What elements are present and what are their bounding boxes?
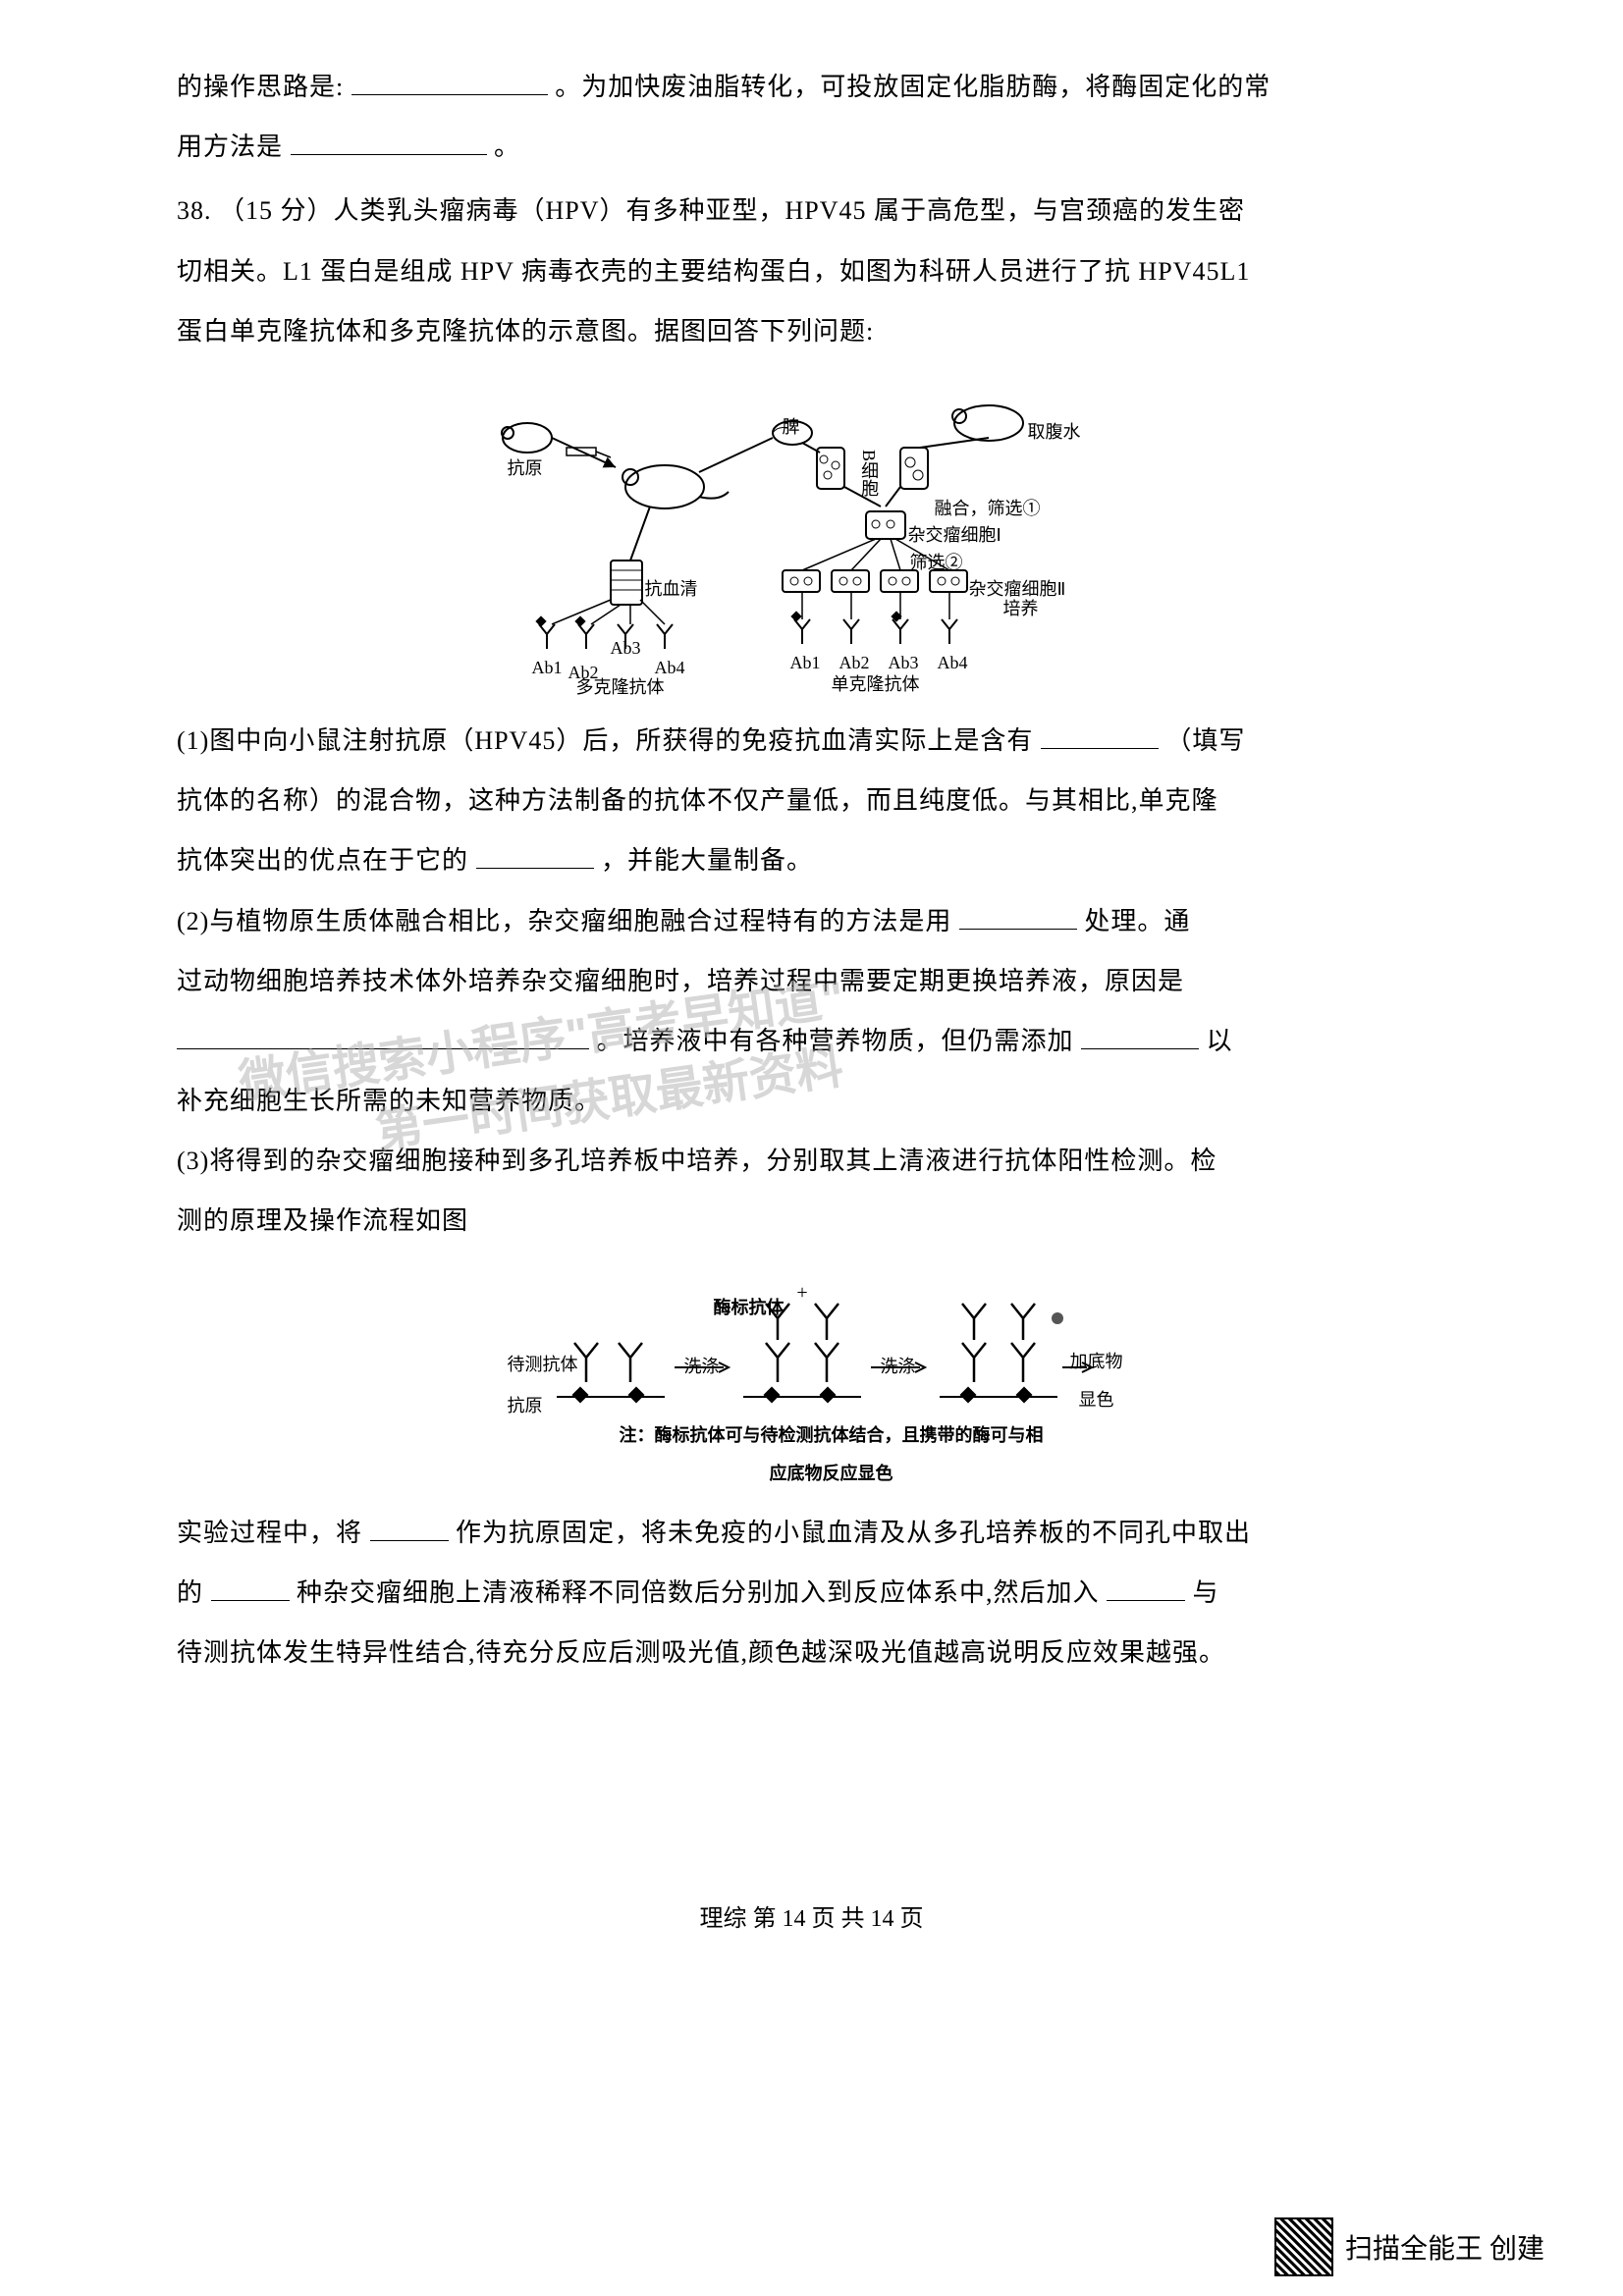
- p2-l3c: 以: [1207, 1027, 1233, 1055]
- label-ab3-left: Ab3: [611, 629, 641, 668]
- part3-line2: 测的原理及操作流程如图: [177, 1193, 1446, 1249]
- label-monoclonal: 单克隆抗体: [832, 666, 920, 705]
- label-antigen: 抗原: [508, 450, 543, 489]
- p1-blank1: [1041, 723, 1159, 749]
- part3-line1: (3)将得到的杂交瘤细胞接种到多孔培养板中培养，分别取其上清液进行抗体阳性检测。…: [177, 1133, 1446, 1189]
- part2-line2: 过动物细胞培养技术体外培养杂交瘤细胞时，培养过程中需要定期更换培养液，原因是: [177, 953, 1446, 1009]
- part2-line3: 。培养液中有各种营养物质，但仍需添加 以: [177, 1013, 1446, 1069]
- intro-text2b: 。: [494, 133, 520, 161]
- q38-line1: 38. （15 分）人类乳头瘤病毒（HPV）有多种亚型，HPV45 属于高危型，…: [177, 183, 1446, 239]
- intro-text1b: 。为加快废油脂转化，可投放固定化脂肪酶，将酶固定化的常: [555, 73, 1271, 101]
- p1-blank2: [476, 843, 594, 869]
- diagram2: + 酶标抗体 待: [498, 1269, 1126, 1475]
- p1-l3a: 抗体突出的优点在于它的: [177, 846, 468, 875]
- p3c-blank2: [211, 1575, 290, 1601]
- part2-line1: (2)与植物原生质体融合相比，杂交瘤细胞融合过程特有的方法是用 处理。通: [177, 893, 1446, 949]
- p1-l1b: （填写: [1165, 726, 1245, 755]
- intro-line2: 用方法是 。: [177, 119, 1446, 175]
- label-note: 注：酶标抗体可与待检测抗体结合，且携带的酶可与相应底物反应显色: [616, 1416, 1048, 1494]
- qr-icon: [1274, 2217, 1333, 2276]
- p2-l1b: 处理。通: [1084, 907, 1190, 935]
- p1-l1a: (1)图中向小鼠注射抗原（HPV45）后，所获得的免疫抗血清实际上是含有: [177, 726, 1033, 755]
- part1-line2: 抗体的名称）的混合物，这种方法制备的抗体不仅产量低，而且纯度低。与其相比,单克隆: [177, 773, 1446, 828]
- part3c-line3: 待测抗体发生特异性结合,待充分反应后测吸光值,颜色越深吸光值越高说明反应效果越强…: [177, 1625, 1446, 1681]
- p2-blank3: [1081, 1024, 1199, 1049]
- p3c-l2b: 种杂交瘤细胞上清液稀释不同倍数后分别加入到反应体系中,然后加入: [297, 1578, 1100, 1607]
- label-wash1: 洗涤: [684, 1348, 720, 1387]
- label-antiserum: 抗血清: [645, 570, 698, 610]
- scan-badge: 扫描全能王 创建: [1274, 2217, 1544, 2276]
- p3c-blank1: [370, 1516, 449, 1541]
- p2-blank1: [959, 904, 1077, 930]
- part2-line4: 补充细胞生长所需的未知营养物质。: [177, 1073, 1446, 1129]
- part3c-line2: 的 种杂交瘤细胞上清液稀释不同倍数后分别加入到反应体系中,然后加入 与: [177, 1565, 1446, 1621]
- page-content: 的操作思路是: 。为加快废油脂转化，可投放固定化脂肪酶，将酶固定化的常 用方法是…: [0, 0, 1623, 1743]
- q38-line2: 切相关。L1 蛋白是组成 HPV 病毒衣壳的主要结构蛋白，如图为科研人员进行了抗…: [177, 243, 1446, 299]
- label-screen2: 筛选②: [910, 544, 963, 583]
- p2-l1a: (2)与植物原生质体融合相比，杂交瘤细胞融合过程特有的方法是用: [177, 907, 951, 935]
- label-polyclonal: 多克隆抗体: [576, 668, 665, 708]
- label-substrate: 加底物显色: [1067, 1343, 1126, 1420]
- intro-text2a: 用方法是: [177, 133, 283, 161]
- scan-text: 扫描全能王 创建: [1345, 2227, 1544, 2267]
- intro-blank2: [291, 130, 487, 155]
- diagram2-container: + 酶标抗体 待: [177, 1269, 1446, 1475]
- intro-text1a: 的操作思路是:: [177, 73, 352, 101]
- p3c-blank3: [1107, 1575, 1185, 1601]
- diagram1: 抗原 脾 B细胞 取腹水 融合，筛选① 杂交瘤细胞Ⅰ 筛选② 杂交瘤细胞Ⅱ 培养…: [478, 379, 1146, 693]
- label-bcell: B细胞: [849, 450, 889, 497]
- label-wash2: 洗涤: [881, 1348, 916, 1387]
- intro-line1: 的操作思路是: 。为加快废油脂转化，可投放固定化脂肪酶，将酶固定化的常: [177, 59, 1446, 115]
- p3c-l2a: 的: [177, 1578, 203, 1607]
- label-ab1-right: Ab1: [790, 644, 821, 683]
- label-ab4-right: Ab4: [938, 644, 968, 683]
- label-culture: 培养: [1003, 590, 1039, 629]
- part1-line3: 抗体突出的优点在于它的 ，并能大量制备。: [177, 832, 1446, 888]
- label-ab1-left: Ab1: [532, 649, 563, 688]
- label-enzyme-ab: 酶标抗体: [714, 1289, 784, 1328]
- p3c-l2c: 与: [1193, 1578, 1219, 1607]
- label-ascites: 取腹水: [1028, 413, 1081, 453]
- label-test-ab: 待测抗体: [508, 1346, 578, 1385]
- label-d2-antigen: 抗原: [508, 1387, 543, 1426]
- diagram1-container: 抗原 脾 B细胞 取腹水 融合，筛选① 杂交瘤细胞Ⅰ 筛选② 杂交瘤细胞Ⅱ 培养…: [177, 379, 1446, 693]
- svg-text:+: +: [796, 1282, 807, 1304]
- p2-blank2: [177, 1024, 589, 1049]
- p1-l3b: ，并能大量制备。: [601, 846, 813, 875]
- part1-line1: (1)图中向小鼠注射抗原（HPV45）后，所获得的免疫抗血清实际上是含有 （填写: [177, 713, 1446, 769]
- intro-blank1: [352, 70, 548, 95]
- p2-l3b: 。培养液中有各种营养物质，但仍需添加: [597, 1027, 1074, 1055]
- label-spleen: 脾: [783, 408, 800, 448]
- page-footer: 理综 第 14 页 共 14 页: [0, 1898, 1623, 1933]
- q38-line3: 蛋白单克隆抗体和多克隆抗体的示意图。据图回答下列问题:: [177, 303, 1446, 359]
- part3c-line1: 实验过程中，将 作为抗原固定，将未免疫的小鼠血清及从多孔培养板的不同孔中取出: [177, 1505, 1446, 1561]
- p3c-l1a: 实验过程中，将: [177, 1519, 362, 1547]
- p3c-l1b: 作为抗原固定，将未免疫的小鼠血清及从多孔培养板的不同孔中取出: [456, 1519, 1251, 1547]
